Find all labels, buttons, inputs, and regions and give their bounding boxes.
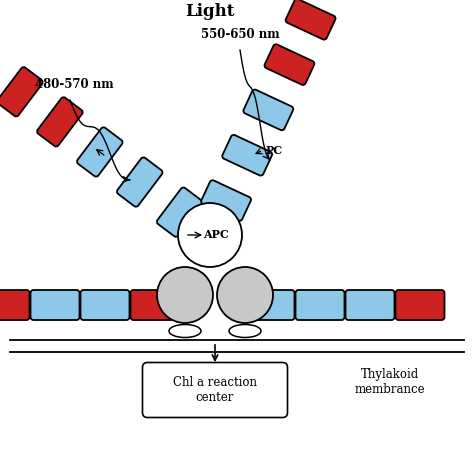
Text: Chl a reaction
center: Chl a reaction center	[173, 376, 257, 404]
FancyBboxPatch shape	[222, 135, 272, 176]
Circle shape	[217, 267, 273, 323]
FancyBboxPatch shape	[77, 127, 123, 177]
Ellipse shape	[229, 325, 261, 338]
FancyBboxPatch shape	[30, 290, 80, 320]
Ellipse shape	[169, 325, 201, 338]
Text: Light: Light	[185, 4, 235, 21]
FancyBboxPatch shape	[346, 290, 394, 320]
FancyBboxPatch shape	[264, 44, 314, 85]
Text: 550-650 nm: 550-650 nm	[201, 28, 279, 41]
Text: 480-570 nm: 480-570 nm	[35, 79, 114, 92]
FancyBboxPatch shape	[246, 290, 294, 320]
FancyBboxPatch shape	[130, 290, 180, 320]
FancyBboxPatch shape	[243, 89, 293, 130]
FancyBboxPatch shape	[81, 290, 129, 320]
FancyBboxPatch shape	[157, 187, 202, 237]
Circle shape	[157, 267, 213, 323]
FancyBboxPatch shape	[37, 97, 83, 147]
FancyBboxPatch shape	[201, 180, 251, 221]
Circle shape	[178, 203, 242, 267]
FancyBboxPatch shape	[117, 157, 163, 207]
Text: PC: PC	[265, 145, 283, 156]
FancyBboxPatch shape	[0, 67, 43, 117]
FancyBboxPatch shape	[143, 362, 288, 418]
FancyBboxPatch shape	[0, 290, 29, 320]
FancyBboxPatch shape	[395, 290, 445, 320]
FancyBboxPatch shape	[295, 290, 345, 320]
FancyBboxPatch shape	[285, 0, 336, 40]
Text: APC: APC	[203, 229, 229, 241]
Text: Thylakoid
membrance: Thylakoid membrance	[355, 368, 425, 396]
